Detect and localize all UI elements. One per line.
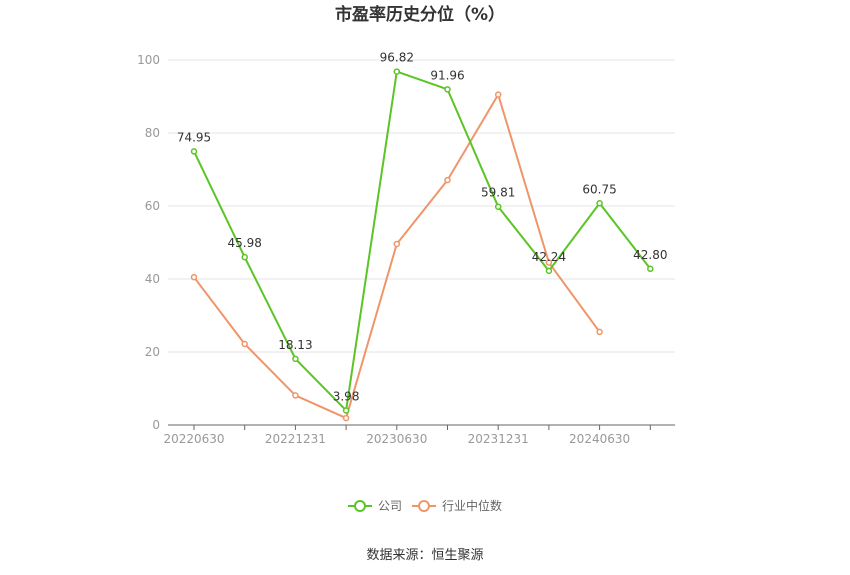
data-label: 91.96 [430,68,464,82]
y-axis-ticks: 0 20 40 60 80 100 [137,53,160,432]
data-label: 60.75 [582,182,616,196]
data-point[interactable] [292,392,299,399]
series-line-0 [193,70,652,412]
y-tick-label: 40 [145,272,160,286]
x-tick-label: 20221231 [265,432,326,446]
x-tick-label: 20231231 [468,432,529,446]
legend-marker [418,500,430,512]
data-point[interactable] [241,340,248,348]
legend-item-1[interactable]: 行业中位数 [412,498,502,513]
data-point[interactable] [494,91,502,98]
data-point[interactable] [444,176,451,184]
data-point[interactable] [393,68,401,75]
data-labels: 74.95 45.98 18.13 3.98 96.82 91.96 59.81 42.24 6… [177,51,668,404]
grid-lines [168,59,675,353]
data-point[interactable] [596,200,603,207]
y-tick-label: 100 [137,53,160,67]
legend-item-0[interactable]: 公司 [348,499,402,513]
y-tick-label: 0 [152,418,160,432]
data-point[interactable] [393,240,401,248]
data-point[interactable] [545,267,553,275]
x-axis-ticks: 20220630 20221231 20230630 20231231 20240630 [163,425,651,446]
data-label: 74.95 [177,130,211,144]
data-point[interactable] [444,86,451,93]
chart-title: 市盈率历史分位（%） [335,4,505,25]
legend-label: 公司 [378,499,402,513]
data-point[interactable] [494,203,502,210]
data-label: 18.13 [278,338,312,352]
data-point[interactable] [342,414,350,422]
series-points [190,68,654,422]
legend-marker [354,500,366,512]
data-point[interactable] [545,259,553,266]
y-tick-label: 20 [145,345,160,359]
source-note: 数据来源：恒生聚源 [366,548,483,563]
data-label: 45.98 [228,236,262,250]
x-tick-label: 20220630 [163,432,224,446]
data-point[interactable] [190,148,198,155]
data-point[interactable] [190,273,198,281]
x-tick-label: 20240630 [569,432,630,446]
legend-label: 行业中位数 [442,498,502,513]
data-label: 42.80 [633,248,667,262]
data-point[interactable] [292,355,299,363]
legend[interactable]: 公司 行业中位数 [348,498,502,513]
data-point[interactable] [342,407,350,414]
data-label: 42.24 [532,250,566,264]
data-label: 59.81 [481,186,515,200]
y-tick-label: 60 [145,199,160,213]
data-point[interactable] [241,253,248,261]
data-point[interactable] [596,328,603,336]
data-label: 96.82 [380,51,414,65]
data-label: 3.98 [333,389,360,403]
data-point[interactable] [647,265,654,273]
series-lines [193,70,652,420]
y-tick-label: 80 [145,126,160,140]
x-tick-label: 20230630 [366,432,427,446]
